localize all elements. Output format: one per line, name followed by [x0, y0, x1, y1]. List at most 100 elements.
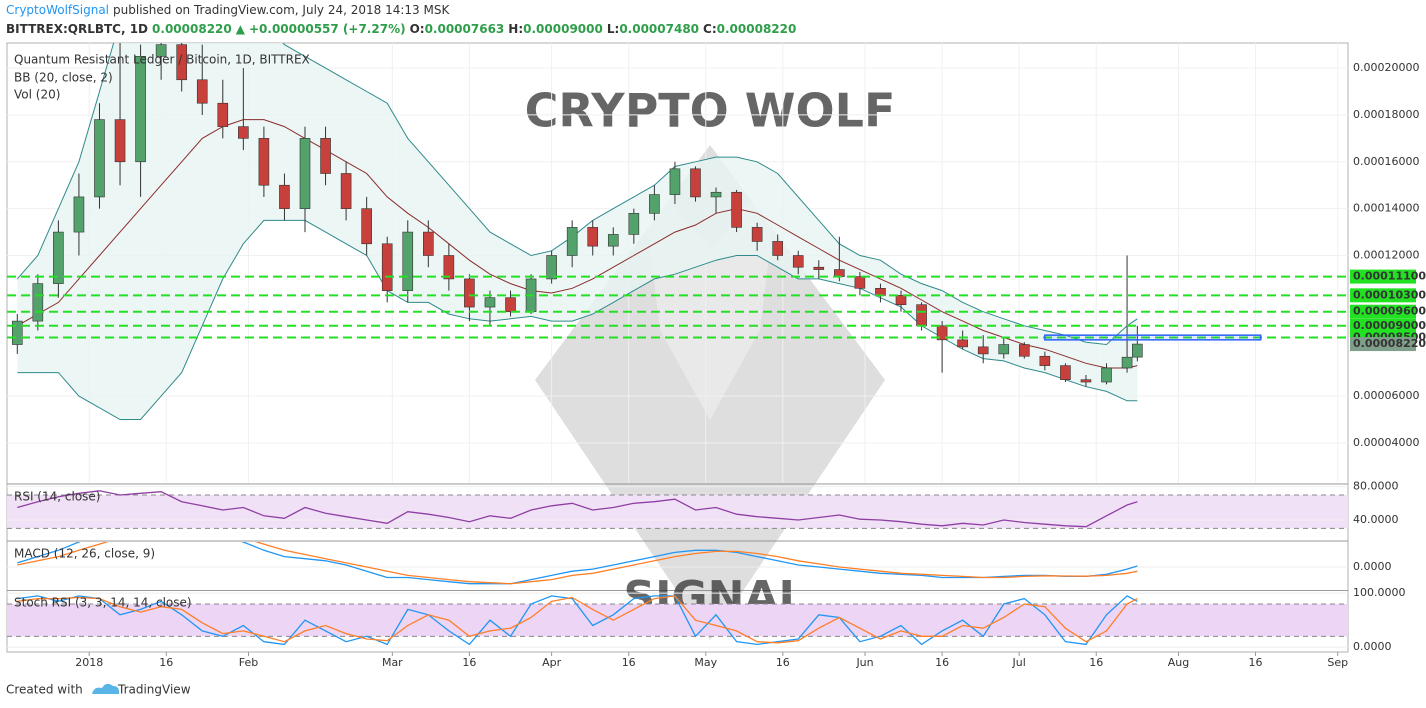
candle-body — [1039, 355, 1051, 366]
candle-body — [423, 231, 434, 256]
footer-text: Created with — [6, 683, 83, 697]
o-value: 0.00007663 — [425, 22, 505, 36]
x-tick-label: 2018 — [75, 656, 103, 669]
candle-body — [484, 297, 496, 308]
candle-body — [299, 138, 311, 209]
x-tick-label: Feb — [239, 656, 258, 669]
candle-body — [1132, 343, 1143, 358]
candle-body — [607, 234, 619, 247]
c-value: 0.00008220 — [717, 22, 797, 36]
x-tick-label: Apr — [542, 656, 562, 669]
header-line: CryptoWolfSignal published on TradingView… — [6, 3, 450, 17]
candle-body — [279, 184, 290, 209]
level-label-bg — [1350, 318, 1416, 333]
panel-title: MACD (12, 26, close, 9) — [14, 547, 155, 561]
arrow: ▲ — [236, 22, 246, 36]
candle-body — [751, 227, 763, 242]
level-label-bg — [1350, 269, 1416, 284]
indicator-line — [17, 595, 1138, 644]
last-price-bg — [1350, 337, 1416, 352]
watermark: CRYPTO WOLF — [525, 84, 896, 138]
candle-body — [1060, 365, 1071, 380]
price: 0.00008220 — [152, 22, 232, 36]
candle-body — [258, 138, 270, 186]
plot-frame — [6, 42, 1349, 653]
c-label: C: — [703, 22, 717, 36]
candle-body — [834, 269, 845, 277]
candle-body — [114, 119, 126, 163]
level-label: 0.00011100 — [1353, 270, 1426, 283]
author[interactable]: CryptoWolfSignal — [6, 3, 109, 17]
x-tick-label: Jun — [855, 656, 873, 669]
candle-body — [628, 213, 640, 235]
candle-body — [813, 266, 825, 270]
bb-label: BB (20, close, 2) — [14, 71, 113, 85]
x-tick-label: 16 — [159, 656, 173, 669]
panel-title: RSI (14, close) — [14, 490, 100, 504]
candle-body — [1101, 367, 1112, 383]
indicator-line — [17, 542, 1138, 585]
y-tick-label: 0.0000 — [1353, 560, 1392, 573]
indicator-line — [17, 542, 1138, 585]
o-label: O: — [410, 22, 425, 36]
l-label: L: — [607, 22, 619, 36]
footer-brand[interactable]: TradingView — [117, 683, 191, 697]
candle-body — [957, 339, 968, 348]
y-tick-label: 0.00006000 — [1353, 389, 1419, 402]
symbol: BITTREX:QRLBTC, 1D — [6, 22, 148, 36]
y-tick-label: 0.0000 — [1353, 640, 1392, 653]
l-value: 0.00007480 — [619, 22, 699, 36]
y-tick-label: 0.00020000 — [1353, 61, 1419, 74]
indicator-line — [17, 490, 1138, 528]
x-tick-label: Jul — [1012, 656, 1026, 669]
main-pane — [7, 43, 1348, 483]
x-tick-label: 16 — [462, 656, 476, 669]
level-label-bg — [1350, 288, 1416, 303]
candle-body — [936, 325, 948, 341]
series-title: Quantum Resistant Ledger / Bitcoin, 1D, … — [14, 53, 310, 67]
x-tick-label: 16 — [776, 656, 790, 669]
y-tick-label: 100.0000 — [1353, 586, 1406, 599]
x-tick-label: May — [694, 656, 717, 669]
candle-body — [546, 255, 557, 280]
bb-lower — [17, 219, 1138, 420]
candle-body — [669, 168, 681, 195]
y-tick-label: 0.00018000 — [1353, 108, 1419, 121]
y-tick-label: 0.00004000 — [1353, 436, 1419, 449]
candle-body — [998, 344, 1010, 355]
candle-body — [875, 288, 886, 296]
last-price-label: 0.00008220 — [1353, 337, 1426, 350]
indicator-line — [17, 595, 1138, 646]
candle-body — [73, 196, 85, 233]
candle-body — [443, 255, 455, 280]
candle-body — [916, 304, 927, 327]
candle-body — [587, 227, 599, 247]
candle-body — [710, 191, 722, 198]
candle-body — [11, 320, 23, 345]
symbol-line: BITTREX:QRLBTC, 1D 0.00008220 ▲ +0.00000557… — [6, 22, 796, 36]
candle-body — [135, 56, 146, 163]
candle-body — [94, 119, 105, 198]
candle-body — [402, 231, 414, 291]
annotation-box — [1044, 334, 1262, 341]
y-tick-label: 40.0000 — [1353, 513, 1399, 526]
candle-body — [649, 194, 660, 214]
bb-fill — [17, 43, 1138, 420]
x-tick-label: Sep — [1327, 656, 1348, 669]
candle-body — [217, 102, 229, 127]
candle-body — [464, 278, 475, 308]
x-tick-label: 16 — [1089, 656, 1103, 669]
candle-body — [977, 346, 989, 355]
tradingview-logo — [92, 683, 120, 694]
candle-body — [792, 255, 804, 268]
labels: 2018 16 Feb Mar 16 Apr 16 May 16 Jun 16 Jul 16 Aug 16 S… — [14, 61, 1426, 669]
bb-upper — [16, 43, 1138, 346]
y-tick-label: 0.00012000 — [1353, 249, 1419, 262]
candle-body — [361, 208, 372, 245]
level-label: 0.00009000 — [1353, 319, 1426, 332]
x-tick-label: 16 — [1249, 656, 1263, 669]
candle-body — [566, 227, 578, 256]
candle-body — [1019, 344, 1030, 357]
candle-body — [176, 44, 187, 81]
y-tick-label: 80.0000 — [1353, 480, 1399, 493]
